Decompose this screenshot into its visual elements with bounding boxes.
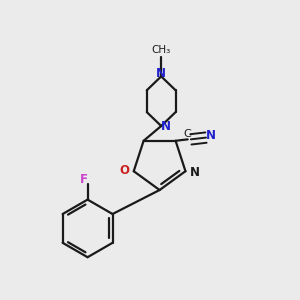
Text: C: C xyxy=(184,129,191,139)
Text: N: N xyxy=(189,166,200,179)
Text: F: F xyxy=(80,173,88,186)
Text: N: N xyxy=(156,67,166,80)
Text: N: N xyxy=(161,120,171,133)
Text: CH₃: CH₃ xyxy=(152,45,171,55)
Text: N: N xyxy=(206,128,215,142)
Text: O: O xyxy=(120,164,130,177)
